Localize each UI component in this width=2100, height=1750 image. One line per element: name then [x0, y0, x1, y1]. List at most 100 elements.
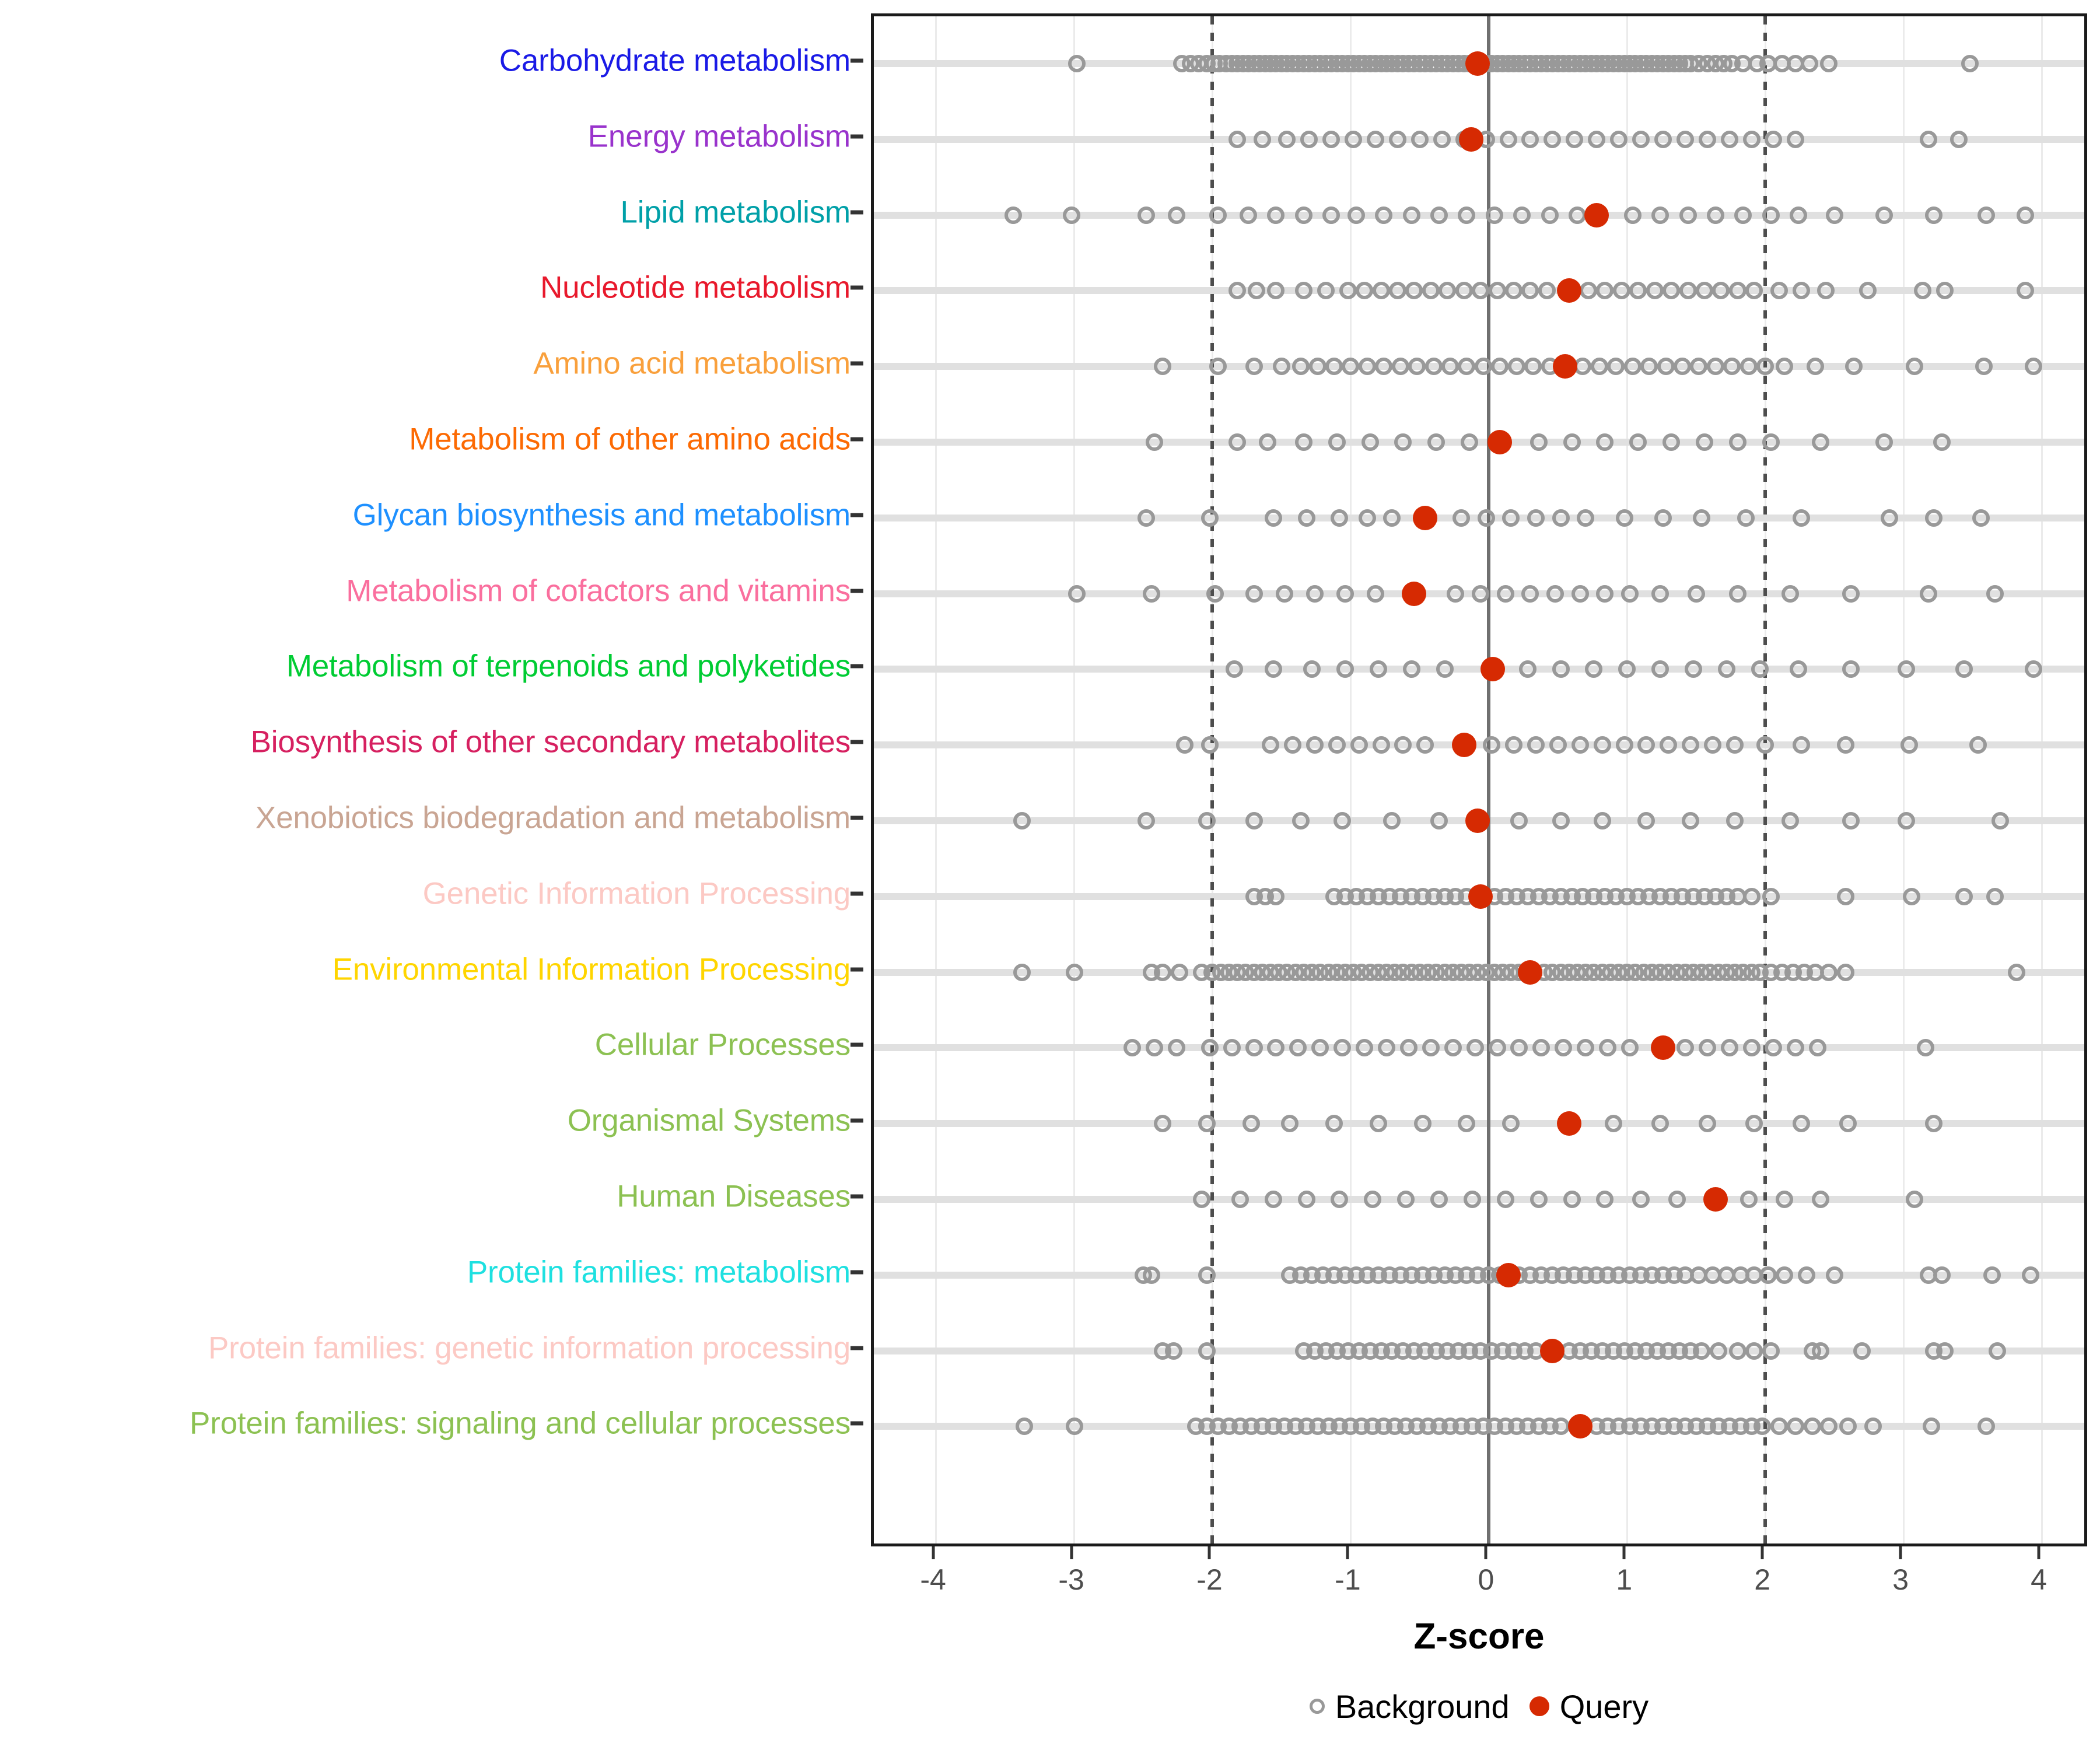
background-point	[1875, 206, 1893, 224]
background-point	[1632, 130, 1650, 148]
background-point	[1806, 358, 1824, 376]
background-point	[1756, 736, 1774, 754]
background-point	[1717, 660, 1735, 678]
background-point	[1695, 282, 1713, 300]
background-point	[1372, 736, 1390, 754]
background-point	[1682, 736, 1700, 754]
query-point	[1488, 430, 1513, 454]
x-axis-tick-label: 4	[2031, 1563, 2047, 1596]
threshold-reference-line	[1210, 16, 1214, 1544]
background-point	[1637, 812, 1656, 830]
x-axis-tick-label: 2	[1754, 1563, 1771, 1596]
background-point	[1474, 358, 1492, 376]
background-point	[1458, 358, 1476, 376]
background-point	[1698, 1039, 1716, 1057]
background-point	[1972, 509, 1990, 527]
background-point	[1588, 130, 1606, 148]
background-point	[1198, 1342, 1216, 1360]
background-point	[1336, 660, 1354, 678]
background-point	[1245, 1039, 1263, 1057]
background-point	[1124, 1039, 1142, 1057]
background-point	[1245, 584, 1263, 603]
background-point	[1836, 963, 1854, 981]
background-point	[1745, 1342, 1763, 1360]
background-point	[1820, 55, 1838, 72]
background-point	[1765, 1039, 1783, 1057]
y-axis-tick	[850, 1270, 863, 1275]
background-point	[1297, 1191, 1315, 1208]
background-point	[1740, 1191, 1758, 1208]
background-point	[1632, 1191, 1650, 1208]
query-point	[1567, 1414, 1592, 1439]
y-axis-category-label: Cellular Processes	[594, 1027, 850, 1062]
background-point	[2022, 1266, 2040, 1284]
background-point	[1651, 584, 1670, 603]
background-point	[1294, 433, 1312, 451]
background-point	[1662, 282, 1681, 300]
background-point	[1430, 812, 1448, 830]
background-point	[1629, 282, 1647, 300]
y-axis-category-label: Nucleotide metabolism	[540, 270, 850, 305]
y-axis-tick	[850, 1042, 863, 1047]
background-point	[1770, 282, 1788, 300]
background-point	[1756, 358, 1774, 376]
background-point	[1623, 358, 1642, 376]
background-point	[1936, 1342, 1954, 1360]
background-point	[1361, 433, 1379, 451]
background-point	[1430, 1191, 1448, 1208]
background-point	[1792, 736, 1810, 754]
background-point	[1209, 358, 1227, 376]
x-gridline	[2041, 16, 2043, 1544]
y-axis-category-label: Environmental Information Processing	[332, 952, 851, 987]
background-point	[1350, 736, 1368, 754]
background-point	[1704, 736, 1722, 754]
y-axis-category-label: Energy metabolism	[587, 119, 850, 154]
background-point	[1637, 736, 1656, 754]
background-point	[1062, 206, 1080, 224]
background-point	[1356, 1039, 1374, 1057]
y-axis-tick	[850, 58, 863, 63]
background-point	[1571, 584, 1589, 603]
background-point	[1358, 358, 1376, 376]
legend-item-query: Query	[1529, 1688, 1648, 1726]
background-point	[1242, 1115, 1260, 1133]
background-point	[1388, 130, 1406, 148]
background-point	[1986, 584, 2004, 603]
query-point	[1480, 657, 1506, 682]
y-axis-category-label: Metabolism of cofactors and vitamins	[346, 573, 850, 608]
y-axis-tick	[850, 361, 863, 366]
background-point	[1914, 282, 1932, 300]
background-point	[1842, 584, 1860, 603]
background-point	[1267, 887, 1285, 905]
background-point	[1209, 206, 1227, 224]
y-axis-category-label: Protein families: signaling and cellular…	[189, 1406, 850, 1441]
background-point	[1532, 1039, 1550, 1057]
background-point	[1317, 282, 1335, 300]
query-point	[1451, 733, 1476, 758]
background-point	[1410, 130, 1429, 148]
background-point	[1485, 206, 1503, 224]
background-point	[1687, 584, 1705, 603]
background-point	[1336, 584, 1354, 603]
background-point	[1825, 206, 1843, 224]
query-point	[1584, 202, 1609, 228]
background-point	[1294, 282, 1312, 300]
background-point	[1706, 358, 1724, 376]
background-point	[1369, 660, 1387, 678]
background-point	[1612, 282, 1630, 300]
background-point	[1640, 358, 1658, 376]
background-point	[1563, 1191, 1581, 1208]
background-point	[1267, 1039, 1285, 1057]
background-point	[1745, 1115, 1763, 1133]
background-point	[1596, 1191, 1614, 1208]
background-point	[1781, 584, 1799, 603]
background-point	[1325, 358, 1343, 376]
background-point	[1466, 1039, 1484, 1057]
background-point	[1693, 1342, 1711, 1360]
query-point	[1402, 581, 1427, 606]
background-point	[1226, 660, 1244, 678]
background-point	[1986, 887, 2004, 905]
background-point	[1367, 130, 1385, 148]
background-point	[1375, 358, 1393, 376]
